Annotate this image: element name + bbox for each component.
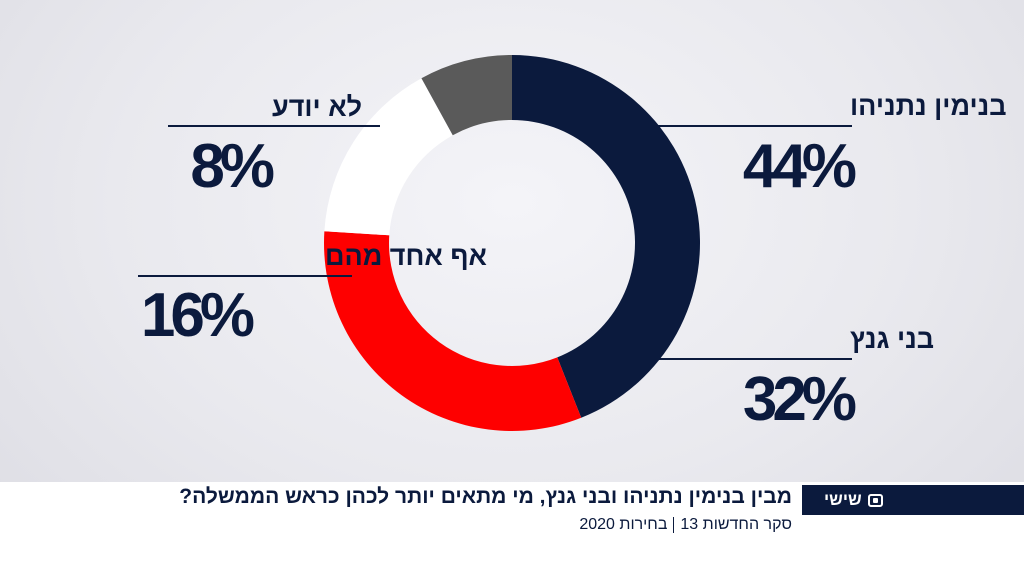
label-value-none: 16% — [141, 281, 254, 350]
survey-event: בחירות 2020 — [579, 516, 668, 533]
survey-source: סקר החדשות 13 — [680, 516, 792, 533]
donut-slice-none — [324, 78, 453, 236]
donut-slice-netanyahu — [512, 55, 700, 418]
bottom-banner: שישי מבין בנימין נתניהו ובני גנץ, מי מתא… — [0, 482, 1024, 576]
channel-logo-icon — [867, 493, 883, 507]
logo-label: שישי — [824, 490, 862, 509]
separator — [673, 517, 675, 533]
label-name-none: אף אחד מהם — [325, 241, 487, 271]
donut-slices — [324, 55, 700, 431]
label-name-netanyahu: בנימין נתניהו — [850, 91, 1007, 121]
survey-question: מבין בנימין נתניהו ובני גנץ, מי מתאים יו… — [179, 485, 792, 508]
label-name-dontknow: לא יודע — [272, 92, 362, 122]
label-value-gantz: 32% — [743, 365, 856, 434]
donut-slice-dontknow — [421, 55, 512, 136]
label-name-gantz: בני גנץ — [850, 324, 934, 354]
label-value-dontknow: 8% — [190, 132, 273, 201]
donut-chart: בנימין נתניהו 44% בני גנץ 32% אף אחד מהם… — [138, 55, 1007, 434]
leader-lines — [138, 125, 852, 360]
donut-slice-gantz — [324, 231, 582, 431]
channel-logo: שישי — [802, 485, 1024, 515]
label-value-netanyahu: 44% — [743, 132, 856, 201]
survey-source-line: סקר החדשות 13 בחירות 2020 — [579, 516, 792, 534]
